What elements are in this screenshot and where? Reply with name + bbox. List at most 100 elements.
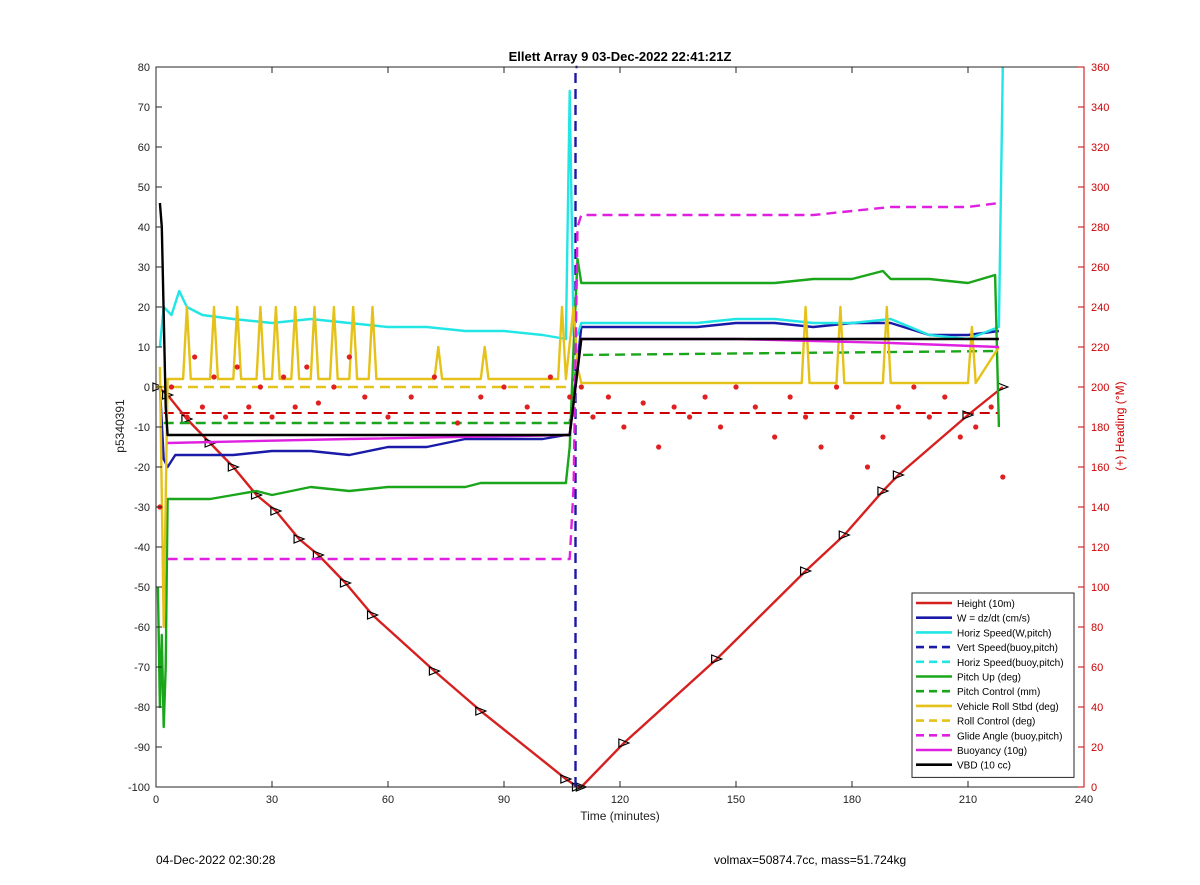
heading-point bbox=[168, 384, 175, 390]
series-line-7 bbox=[158, 305, 1000, 629]
series-line-0 bbox=[157, 386, 1004, 789]
heading-point bbox=[988, 404, 994, 410]
height-marker bbox=[711, 654, 724, 664]
chart-title: Ellett Array 9 03-Dec-2022 22:41:21Z bbox=[509, 49, 732, 64]
height-marker bbox=[838, 530, 851, 540]
legend: Height (10m) W = dz/dt (cm/s) Horiz Speed(… bbox=[911, 592, 1075, 778]
heading-point bbox=[269, 414, 275, 420]
heading-point bbox=[257, 384, 263, 390]
height-marker bbox=[877, 486, 890, 496]
heading-point bbox=[211, 374, 217, 380]
heading-point bbox=[772, 434, 778, 440]
y-tick-label: 0 bbox=[144, 382, 150, 394]
height-marker bbox=[800, 566, 813, 576]
y2-tick-label: 100 bbox=[1091, 582, 1109, 594]
heading-point bbox=[547, 374, 554, 380]
heading-point bbox=[281, 374, 287, 380]
height-marker bbox=[293, 534, 306, 544]
y-tick-label: -60 bbox=[134, 622, 150, 634]
y2-tick-label: 60 bbox=[1091, 662, 1103, 674]
y2-tick-label: 160 bbox=[1091, 462, 1109, 474]
height-marker bbox=[270, 506, 283, 516]
series-line-9 bbox=[167, 201, 1000, 561]
axes: 0 30 60 90 120 150 180 210 24080706050403020100-… bbox=[128, 62, 1109, 806]
x-tick-label: 60 bbox=[382, 794, 394, 806]
heading-point bbox=[346, 354, 352, 360]
heading-point bbox=[656, 444, 662, 450]
heading-point bbox=[911, 384, 917, 390]
y2-tick-label: 320 bbox=[1091, 142, 1109, 154]
series-line-3 bbox=[574, 65, 578, 787]
y2-tick-label: 180 bbox=[1091, 422, 1109, 434]
series-line-6 bbox=[163, 349, 999, 425]
y-tick-label: 10 bbox=[138, 342, 150, 354]
x-tick-label: 150 bbox=[727, 794, 745, 806]
y-tick-label: 20 bbox=[138, 302, 150, 314]
y-tick-label: 50 bbox=[138, 182, 150, 194]
legend-label: Vert Speed(buoy,pitch) bbox=[957, 643, 1058, 654]
heading-point bbox=[362, 394, 368, 400]
heading-point bbox=[234, 364, 240, 370]
heading-point bbox=[501, 384, 507, 390]
series-line-11 bbox=[158, 202, 999, 437]
y2-tick-label: 360 bbox=[1091, 62, 1109, 74]
legend-label: VBD (10 cc) bbox=[957, 761, 1011, 772]
legend-label: Horiz Speed(buoy,pitch) bbox=[957, 658, 1064, 669]
height-marker bbox=[560, 774, 573, 784]
height-marker bbox=[618, 738, 631, 748]
x-tick-label: 90 bbox=[498, 794, 510, 806]
heading-point bbox=[478, 394, 484, 400]
y2-tick-label: 260 bbox=[1091, 262, 1109, 274]
y-tick-label: -80 bbox=[134, 702, 150, 714]
heading-point bbox=[385, 414, 391, 420]
y2-tick-label: 340 bbox=[1091, 102, 1109, 114]
heading-point bbox=[292, 404, 298, 410]
footer-vehicle-info: volmax=50874.7cc, mass=51.724kg bbox=[714, 853, 907, 867]
heading-point bbox=[223, 414, 229, 420]
heading-point bbox=[640, 400, 646, 406]
x-tick-label: 120 bbox=[611, 794, 629, 806]
heading-point bbox=[621, 424, 627, 430]
y-tick-label: -100 bbox=[128, 782, 150, 794]
y-tick-label: -20 bbox=[134, 462, 150, 474]
heading-point bbox=[733, 384, 739, 390]
heading-point bbox=[849, 414, 855, 420]
y-tick-label: -70 bbox=[134, 662, 150, 674]
heading-point bbox=[408, 394, 414, 400]
plot-area bbox=[152, 65, 1010, 792]
heading-point bbox=[957, 434, 963, 440]
y2-tick-label: 240 bbox=[1091, 302, 1109, 314]
x-tick-label: 0 bbox=[153, 794, 159, 806]
heading-point bbox=[864, 464, 871, 470]
y2-tick-label: 40 bbox=[1091, 702, 1103, 714]
x-axis-label: Time (minutes) bbox=[580, 809, 660, 823]
heading-point bbox=[524, 404, 530, 410]
heading-point bbox=[833, 384, 840, 390]
footer-timestamp: 04-Dec-2022 02:30:28 bbox=[156, 853, 276, 867]
heading-point bbox=[671, 404, 677, 410]
heading-point bbox=[895, 404, 902, 410]
height-marker bbox=[366, 610, 380, 620]
y2-tick-label: 220 bbox=[1091, 342, 1109, 354]
heading-point bbox=[926, 414, 932, 420]
legend-label: W = dz/dt (cm/s) bbox=[957, 614, 1030, 625]
legend-label: Glide Angle (buoy,pitch) bbox=[957, 731, 1062, 742]
y-tick-label: -10 bbox=[134, 422, 150, 434]
height-marker bbox=[962, 410, 975, 420]
heading-point bbox=[605, 394, 612, 400]
heading-point bbox=[818, 444, 824, 450]
legend-label: Horiz Speed(W,pitch) bbox=[957, 628, 1051, 639]
legend-label: Height (10m) bbox=[957, 599, 1015, 610]
y2-tick-label: 200 bbox=[1091, 382, 1109, 394]
height-marker bbox=[892, 470, 906, 480]
heading-point bbox=[973, 424, 979, 430]
series-line-2 bbox=[158, 66, 1004, 348]
legend-label: Roll Control (deg) bbox=[957, 717, 1035, 728]
heading-point bbox=[315, 400, 321, 406]
y2-tick-label: 0 bbox=[1091, 782, 1097, 794]
height-marker bbox=[428, 666, 442, 676]
heading-point bbox=[687, 414, 693, 420]
heading-point bbox=[304, 364, 310, 370]
x-tick-label: 180 bbox=[843, 794, 861, 806]
